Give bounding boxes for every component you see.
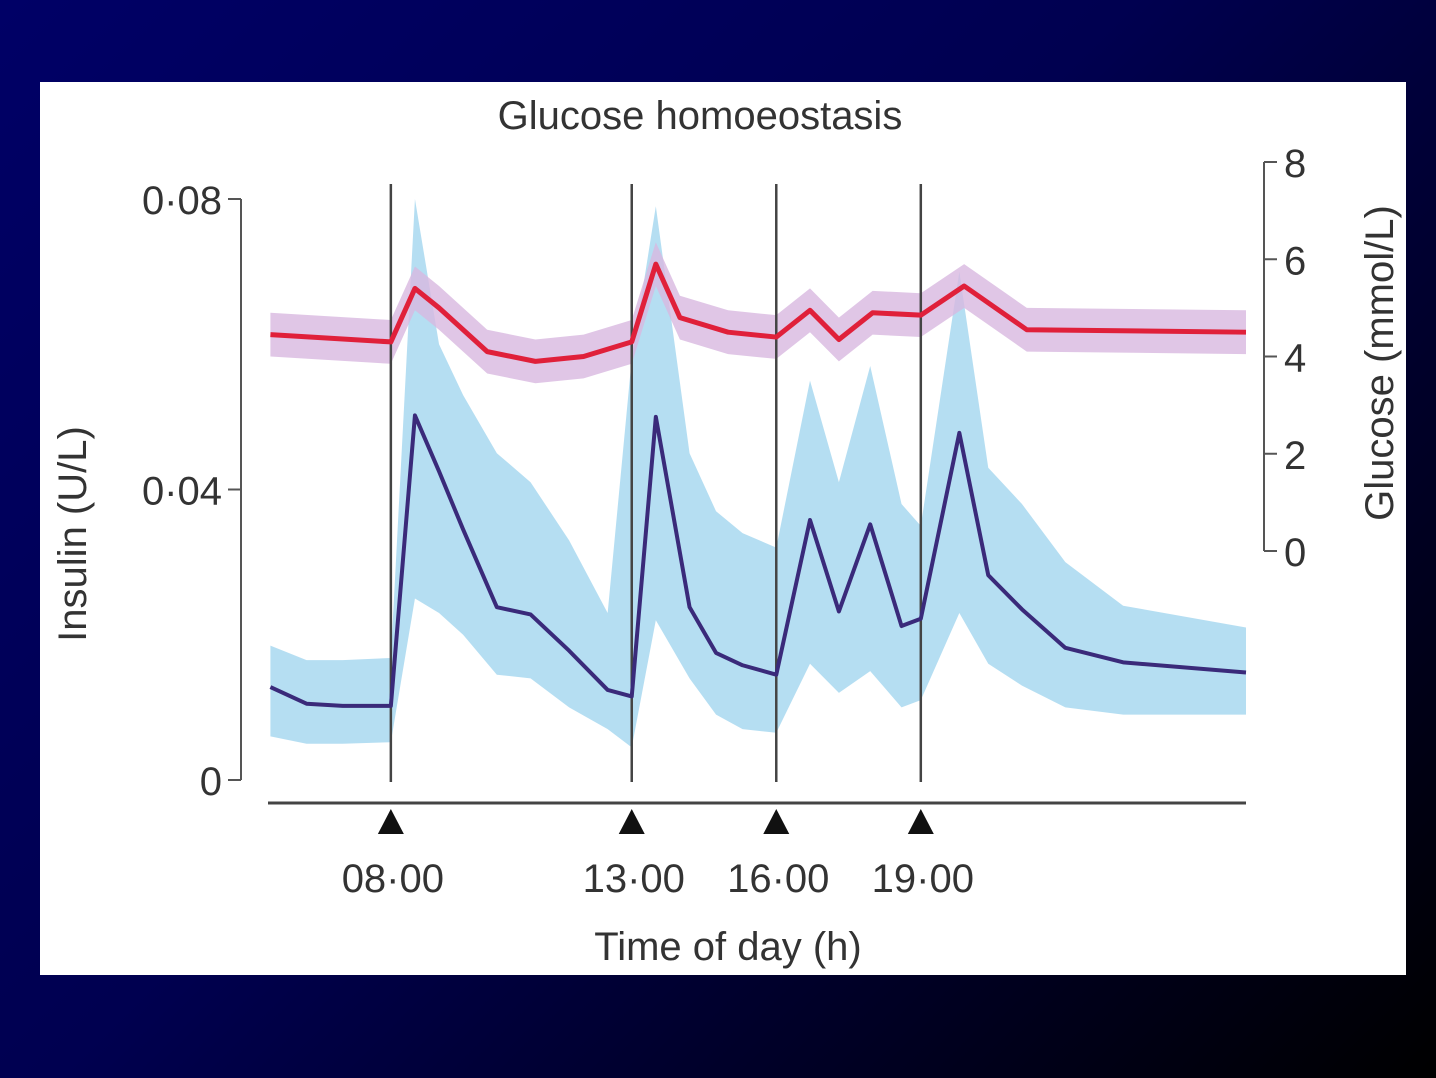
right-tick-label-3: 6 [1284, 239, 1306, 283]
axes: 0 0·04 0·08 0 2 4 6 8 08·00 13·00 16·00 19·00 [142, 142, 1306, 901]
x-tick-label-0: 08·00 [342, 857, 444, 901]
left-tick-label-2: 0·08 [142, 179, 222, 223]
right-tick-label-4: 8 [1284, 142, 1306, 186]
glucose-insulin-chart: Glucose homoeostasis Time of day (h) Ins… [51, 94, 1402, 969]
right-axis-label: Glucose (mmol/L) [1358, 205, 1402, 521]
x-tick-label-2: 16·00 [727, 857, 829, 901]
glucose-line [270, 261, 1247, 364]
meal-marker-2 [763, 809, 790, 834]
chart-title: Glucose homoeostasis [498, 94, 903, 138]
left-axis-label: Insulin (U/L) [51, 426, 95, 642]
right-tick-label-0: 0 [1284, 531, 1306, 575]
left-tick-label-0: 0 [200, 760, 222, 804]
right-tick-label-1: 2 [1284, 434, 1306, 478]
x-tick-label-3: 19·00 [872, 857, 974, 901]
x-tick-label-1: 13·00 [583, 857, 685, 901]
meal-marker-3 [907, 809, 934, 834]
series-lines [269, 261, 1247, 708]
x-axis-label: Time of day (h) [594, 925, 861, 969]
confidence-bands [270, 199, 1246, 748]
meal-marker-1 [618, 809, 645, 834]
right-tick-label-2: 4 [1284, 337, 1306, 381]
meal-marker-0 [377, 809, 404, 834]
glucose-band [270, 242, 1246, 384]
chart-panel: Glucose homoeostasis Time of day (h) Ins… [40, 82, 1406, 975]
insulin-line [269, 413, 1247, 708]
left-tick-label-1: 0·04 [142, 470, 222, 514]
